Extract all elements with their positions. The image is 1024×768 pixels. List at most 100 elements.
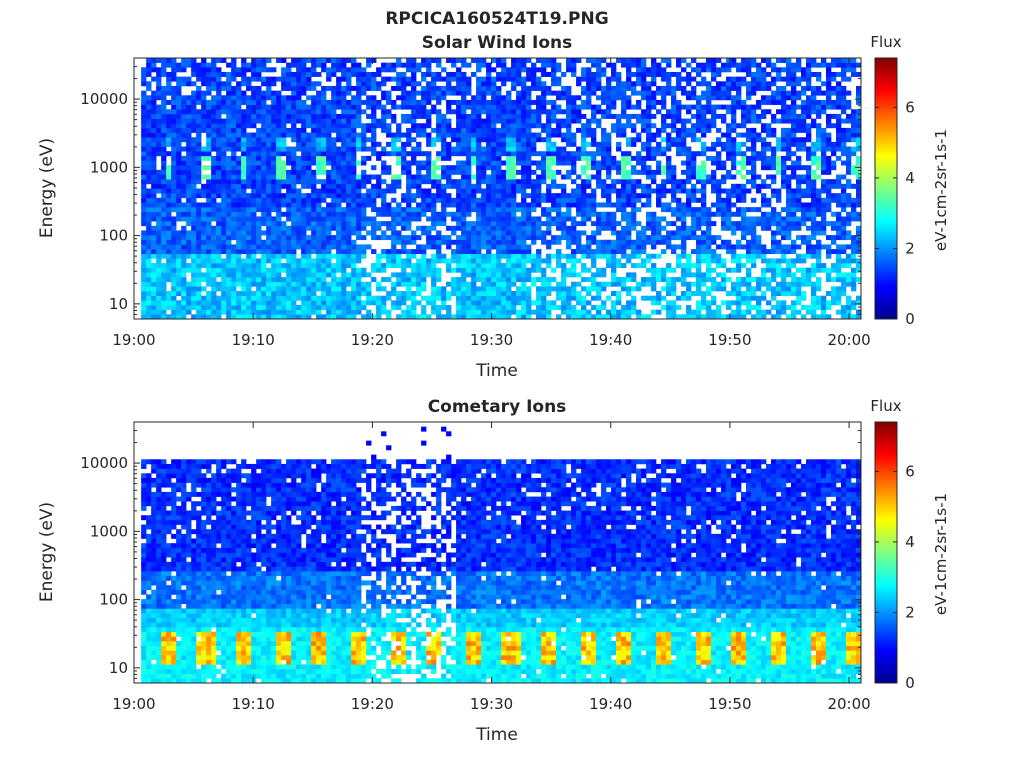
heatmap-cell <box>601 137 607 143</box>
heatmap-cell <box>476 141 482 147</box>
heatmap-cell <box>326 253 332 259</box>
heatmap-cell <box>266 137 272 143</box>
heatmap-cell <box>596 305 602 310</box>
heatmap-cell <box>586 183 592 189</box>
heatmap-cell <box>166 169 172 175</box>
heatmap-cell <box>261 295 267 301</box>
heatmap-cell <box>491 58 497 63</box>
heatmap-cell <box>341 230 347 236</box>
heatmap-cell <box>306 221 312 227</box>
heatmap-cell <box>626 286 632 292</box>
heatmap-cell <box>406 295 412 301</box>
heatmap-cell <box>211 118 217 124</box>
heatmap-cell <box>431 221 437 227</box>
heatmap-cell <box>426 67 432 73</box>
heatmap-cell <box>241 193 247 199</box>
heatmap-cell <box>631 272 637 278</box>
heatmap-cell <box>246 281 252 287</box>
heatmap-cell <box>481 267 487 273</box>
heatmap-cell <box>496 193 502 199</box>
heatmap-cell <box>366 244 372 250</box>
heatmap-cell <box>391 62 397 68</box>
heatmap-cell <box>181 263 187 269</box>
heatmap-cell <box>351 179 357 185</box>
heatmap-cell <box>666 305 672 310</box>
heatmap-cell <box>461 309 467 315</box>
heatmap-cell <box>156 109 162 115</box>
heatmap-cell <box>686 165 692 171</box>
heatmap-cell <box>296 127 302 133</box>
heatmap-cell <box>566 58 572 63</box>
heatmap-cell <box>401 291 407 296</box>
heatmap-cell <box>306 137 312 143</box>
heatmap-cell <box>426 295 432 301</box>
heatmap-cell <box>676 62 682 68</box>
heatmap-cell <box>326 85 332 91</box>
heatmap-cell <box>281 305 287 310</box>
heatmap-cell <box>161 67 167 73</box>
heatmap-cell <box>631 309 637 315</box>
heatmap-cell <box>341 239 347 245</box>
heatmap-cell <box>386 277 392 283</box>
heatmap-cell <box>346 137 352 143</box>
heatmap-cell <box>576 76 582 82</box>
heatmap-cell <box>491 305 497 310</box>
heatmap-cell <box>626 216 632 222</box>
heatmap-cell <box>496 309 502 315</box>
heatmap-cell <box>506 165 512 171</box>
heatmap-cell <box>271 146 277 152</box>
heatmap-cell <box>661 179 667 185</box>
heatmap-cell <box>581 104 587 110</box>
heatmap-cell <box>571 225 577 231</box>
heatmap-cell <box>481 160 487 166</box>
heatmap-cell <box>526 174 532 180</box>
heatmap-cell <box>341 118 347 124</box>
heatmap-cell <box>516 71 522 77</box>
heatmap-cell <box>421 263 427 269</box>
heatmap-cell <box>186 160 192 166</box>
heatmap-cell <box>341 267 347 273</box>
heatmap-cell <box>471 277 477 283</box>
heatmap-cell <box>171 169 177 175</box>
heatmap-cell <box>251 305 257 310</box>
heatmap-cell <box>221 197 227 203</box>
heatmap-cell <box>171 249 177 255</box>
heatmap-cell <box>651 235 657 241</box>
heatmap-cell <box>346 113 352 119</box>
heatmap-cell <box>381 81 387 87</box>
heatmap-cell <box>666 76 672 82</box>
heatmap-cell <box>486 314 492 320</box>
heatmap-cell <box>186 235 192 241</box>
heatmap-cell <box>266 281 272 287</box>
heatmap-cell <box>681 314 687 320</box>
heatmap-cell <box>436 71 442 77</box>
heatmap-cell <box>346 104 352 110</box>
heatmap-cell <box>386 314 392 320</box>
heatmap-cell <box>561 305 567 310</box>
heatmap-cell <box>461 183 467 189</box>
heatmap-cell <box>481 127 487 133</box>
heatmap-cell <box>276 99 282 105</box>
heatmap-cell <box>171 132 177 138</box>
heatmap-cell <box>276 160 282 166</box>
heatmap-cell <box>631 188 637 194</box>
heatmap-cell <box>341 90 347 96</box>
heatmap-cell <box>321 109 327 115</box>
heatmap-cell <box>456 137 462 143</box>
heatmap-cell <box>221 235 227 241</box>
heatmap-cell <box>636 160 642 166</box>
heatmap-cell <box>411 249 417 255</box>
heatmap-cell <box>241 165 247 171</box>
heatmap-cell <box>511 141 517 147</box>
heatmap-cell <box>576 151 582 157</box>
heatmap-cell <box>606 165 612 171</box>
heatmap-cell <box>476 263 482 269</box>
heatmap-cell <box>241 81 247 87</box>
heatmap-cell <box>621 104 627 110</box>
heatmap-cell <box>671 221 677 227</box>
heatmap-cell <box>191 179 197 185</box>
heatmap-cell <box>266 132 272 138</box>
heatmap-cell <box>611 309 617 315</box>
heatmap-cell <box>291 300 297 306</box>
heatmap-cell <box>296 90 302 96</box>
